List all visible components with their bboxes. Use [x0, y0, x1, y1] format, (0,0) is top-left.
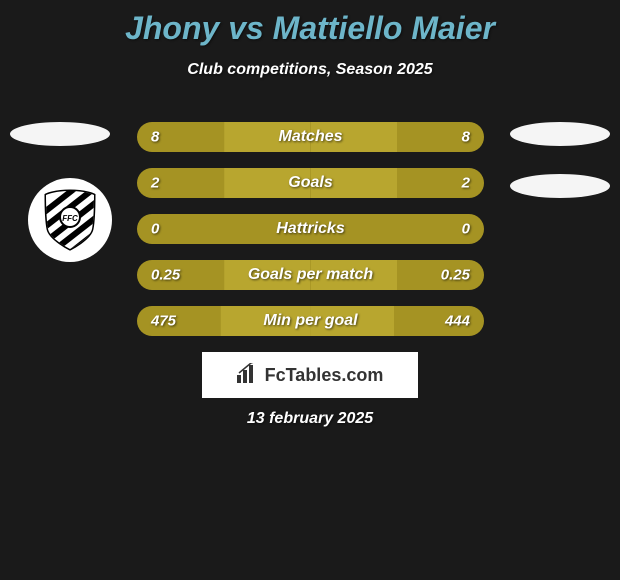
- left-placeholder-column: [10, 122, 110, 174]
- stat-left-value: 2: [151, 175, 159, 192]
- right-placeholder-column: [510, 122, 610, 226]
- stat-left-value: 475: [151, 313, 176, 330]
- stat-label: Hattricks: [276, 220, 344, 238]
- club-badge: FFC: [28, 178, 112, 262]
- svg-text:FFC: FFC: [62, 214, 78, 223]
- stat-right-value: 444: [445, 313, 470, 330]
- stat-row: 2 2 Goals: [137, 168, 484, 198]
- stat-row: 475 444 Min per goal: [137, 306, 484, 336]
- stat-right-value: 8: [462, 129, 470, 146]
- stat-left-value: 0: [151, 221, 159, 238]
- stat-row: 0 0 Hattricks: [137, 214, 484, 244]
- placeholder-ellipse: [510, 122, 610, 146]
- stat-right-value: 0.25: [441, 267, 470, 284]
- stat-right-value: 0: [462, 221, 470, 238]
- stat-label: Matches: [278, 128, 342, 146]
- placeholder-ellipse: [510, 174, 610, 198]
- stat-left-value: 0.25: [151, 267, 180, 284]
- page-title: Jhony vs Mattiello Maier: [0, 0, 620, 47]
- placeholder-ellipse: [10, 122, 110, 146]
- brand-logo: FcTables.com: [202, 352, 418, 398]
- comparison-rows: 8 8 Matches 2 2 Goals 0 0 Hattricks 0.25 0.25 Goals…: [137, 122, 484, 352]
- stat-label: Min per goal: [263, 312, 357, 330]
- stat-right-value: 2: [462, 175, 470, 192]
- stat-row: 0.25 0.25 Goals per match: [137, 260, 484, 290]
- brand-text: FcTables.com: [265, 365, 384, 386]
- shield-icon: FFC: [42, 189, 98, 251]
- date-text: 13 february 2025: [0, 410, 620, 428]
- subtitle: Club competitions, Season 2025: [0, 61, 620, 79]
- stat-left-value: 8: [151, 129, 159, 146]
- bar-chart-icon: [237, 363, 259, 388]
- stat-row: 8 8 Matches: [137, 122, 484, 152]
- stat-label: Goals per match: [248, 266, 373, 284]
- stat-label: Goals: [288, 174, 332, 192]
